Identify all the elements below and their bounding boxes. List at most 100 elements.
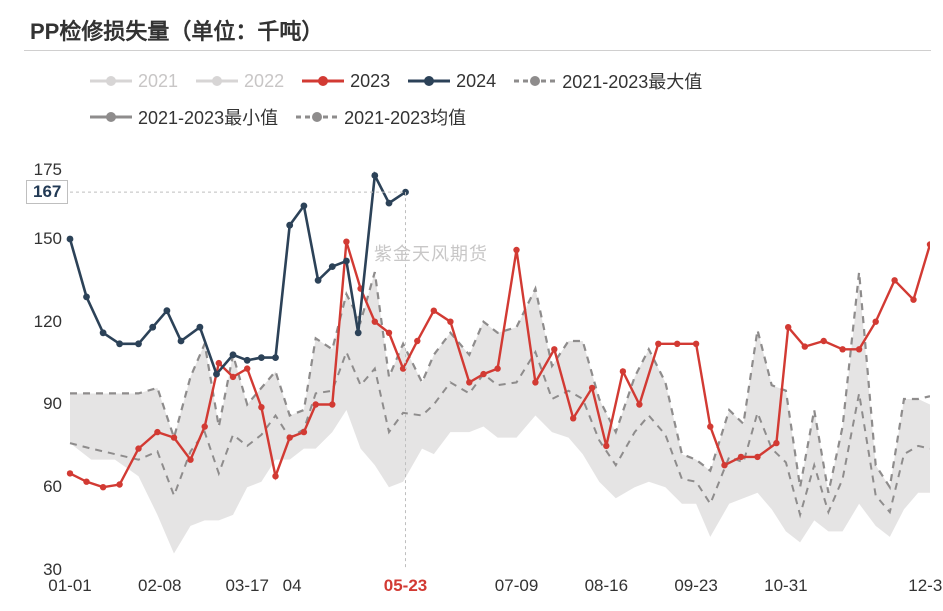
plot bbox=[24, 170, 930, 578]
x-tick-label: 05-23 bbox=[384, 576, 427, 596]
series-2024-marker bbox=[329, 263, 336, 270]
series-2023-marker bbox=[244, 365, 250, 371]
series-2023-marker bbox=[386, 330, 392, 336]
legend-item[interactable]: 2021-2023均值 bbox=[296, 104, 466, 130]
legend-item[interactable]: 2021-2023最小值 bbox=[90, 104, 278, 130]
series-2023-marker bbox=[910, 297, 916, 303]
series-2023-marker bbox=[287, 434, 293, 440]
series-2024-marker bbox=[230, 351, 237, 358]
x-tick-label: 03-17 bbox=[225, 576, 268, 596]
series-2023-marker bbox=[202, 423, 208, 429]
series-2024-marker bbox=[371, 172, 378, 179]
series-2023-marker bbox=[230, 374, 236, 380]
y-tick-label: 60 bbox=[18, 477, 62, 497]
series-2023-marker bbox=[873, 319, 879, 325]
legend-item[interactable]: 2023 bbox=[302, 71, 390, 92]
series-2024-marker bbox=[149, 324, 156, 331]
y-tick-label: 90 bbox=[18, 394, 62, 414]
series-2024-marker bbox=[301, 203, 308, 210]
series-2023-marker bbox=[655, 341, 661, 347]
series-2023-marker bbox=[773, 440, 779, 446]
series-2023-marker bbox=[272, 473, 278, 479]
chart-title: PP检修损失量（单位：千吨） bbox=[30, 14, 323, 46]
series-2024-marker bbox=[286, 222, 293, 229]
series-2024-marker bbox=[178, 338, 185, 345]
series-2024-marker bbox=[116, 340, 123, 347]
range-band bbox=[70, 272, 930, 553]
series-2023-marker bbox=[83, 479, 89, 485]
series-2023-marker bbox=[551, 346, 557, 352]
series-2023-marker bbox=[494, 365, 500, 371]
series-2023-marker bbox=[891, 277, 897, 283]
series-2023-marker bbox=[856, 346, 862, 352]
series-2024-marker bbox=[67, 236, 74, 243]
series-2023-marker bbox=[603, 443, 609, 449]
series-2023-marker bbox=[693, 341, 699, 347]
series-2023-marker bbox=[100, 484, 106, 490]
series-2023-marker bbox=[171, 434, 177, 440]
series-2023-marker bbox=[187, 457, 193, 463]
series-2023-marker bbox=[636, 401, 642, 407]
legend-swatch bbox=[90, 110, 132, 124]
x-tick-label: 12-31 bbox=[908, 576, 943, 596]
series-2024-marker bbox=[355, 329, 362, 336]
series-2023-marker bbox=[67, 470, 73, 476]
series-2023-marker bbox=[116, 481, 122, 487]
series-2023-marker bbox=[343, 239, 349, 245]
series-2023-marker bbox=[372, 319, 378, 325]
series-2023-marker bbox=[821, 338, 827, 344]
series-2023-marker bbox=[570, 415, 576, 421]
series-2023-marker bbox=[532, 379, 538, 385]
series-2023-marker bbox=[329, 401, 335, 407]
legend-swatch bbox=[514, 74, 556, 88]
series-2023-marker bbox=[313, 401, 319, 407]
series-2023-marker bbox=[738, 454, 744, 460]
x-tick-label: 10-31 bbox=[764, 576, 807, 596]
chart-area: 167 紫金天风期货 30609012015017501-0102-0803-1… bbox=[24, 170, 931, 606]
series-2023-marker bbox=[431, 308, 437, 314]
series-2023-marker bbox=[589, 385, 595, 391]
legend-item[interactable]: 2021 bbox=[90, 71, 178, 92]
series-2023-marker bbox=[674, 341, 680, 347]
series-2023-marker bbox=[721, 462, 727, 468]
legend-item[interactable]: 2021-2023最大值 bbox=[514, 68, 702, 94]
legend-label: 2021 bbox=[138, 71, 178, 92]
title-rule bbox=[24, 50, 931, 51]
series-2023-marker bbox=[480, 371, 486, 377]
series-2023-marker bbox=[839, 346, 845, 352]
series-2023-marker bbox=[414, 338, 420, 344]
y-tick-label: 150 bbox=[18, 229, 62, 249]
series-2023-marker bbox=[513, 247, 519, 253]
series-2024-marker bbox=[258, 354, 265, 361]
legend-swatch bbox=[296, 110, 338, 124]
series-2023-marker bbox=[301, 429, 307, 435]
series-2023-marker bbox=[216, 360, 222, 366]
legend-item[interactable]: 2022 bbox=[196, 71, 284, 92]
x-tick-label: 02-08 bbox=[138, 576, 181, 596]
legend-swatch bbox=[90, 74, 132, 88]
x-tick-label: 09-23 bbox=[674, 576, 717, 596]
series-2023-marker bbox=[154, 429, 160, 435]
series-2024-marker bbox=[315, 277, 322, 284]
x-tick-label: 08-16 bbox=[585, 576, 628, 596]
series-2024-marker bbox=[83, 294, 90, 301]
series-2023-marker bbox=[135, 445, 141, 451]
legend-item[interactable]: 2024 bbox=[408, 71, 496, 92]
series-2024-marker bbox=[197, 324, 204, 331]
y-tick-label: 120 bbox=[18, 312, 62, 332]
series-2023-marker bbox=[707, 423, 713, 429]
legend-label: 2022 bbox=[244, 71, 284, 92]
x-tick-label: 07-09 bbox=[495, 576, 538, 596]
series-2024-marker bbox=[213, 371, 220, 378]
legend-swatch bbox=[408, 74, 450, 88]
series-2024-marker bbox=[244, 357, 251, 364]
legend-label: 2023 bbox=[350, 71, 390, 92]
series-2024-marker bbox=[386, 200, 393, 207]
series-2023-marker bbox=[927, 241, 930, 247]
series-2023-marker bbox=[466, 379, 472, 385]
x-tick-label: 04 bbox=[283, 576, 302, 596]
series-2023-marker bbox=[447, 319, 453, 325]
y-tick-label: 175 bbox=[18, 160, 62, 180]
legend-label: 2021-2023最小值 bbox=[138, 104, 278, 130]
series-2023-marker bbox=[802, 343, 808, 349]
